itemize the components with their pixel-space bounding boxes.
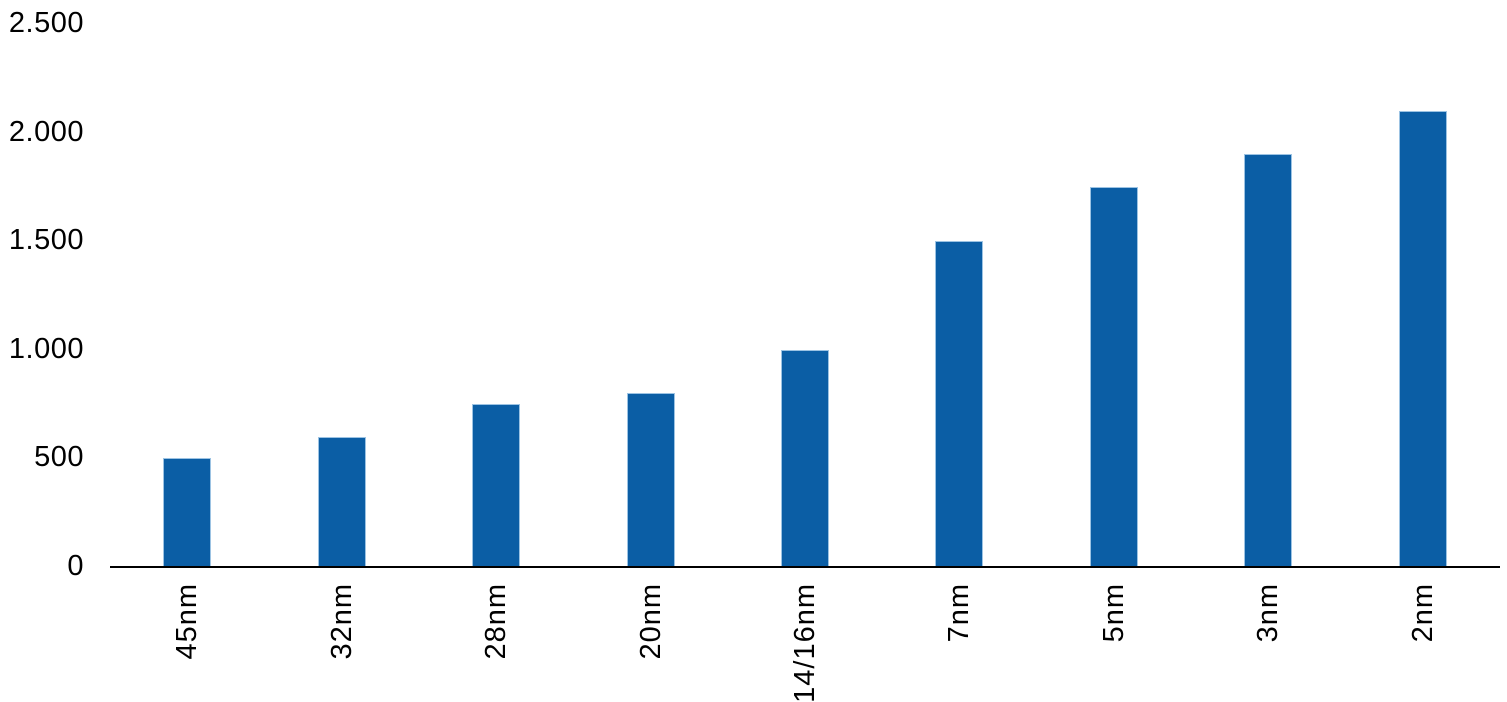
y-tick-label-2000: 2.000 <box>8 115 84 148</box>
bar-2nm <box>1399 111 1447 567</box>
bar-14-16nm <box>781 350 829 567</box>
x-category-label: 2nm <box>1407 583 1439 643</box>
bar-5nm <box>1090 187 1138 567</box>
bar-45nm <box>163 458 211 567</box>
y-tick-label-1500: 1.500 <box>8 224 84 257</box>
x-category-label: 3nm <box>1252 583 1284 643</box>
x-category-label: 28nm <box>480 583 512 660</box>
y-tick-label-500: 500 <box>34 441 84 474</box>
bar-32nm <box>318 437 366 567</box>
y-tick-label-0: 0 <box>67 550 84 582</box>
x-category-label: 7nm <box>943 583 975 643</box>
bar-7nm <box>935 241 983 567</box>
x-category-label: 20nm <box>635 583 667 660</box>
x-category-label: 14/16nm <box>789 583 821 702</box>
y-tick-label-2500: 2.500 <box>8 7 84 39</box>
x-axis-line <box>110 566 1500 568</box>
x-category-label: 45nm <box>171 583 203 660</box>
bar-28nm <box>472 404 520 567</box>
x-category-label: 32nm <box>326 583 358 660</box>
bar-20nm <box>627 393 675 567</box>
x-category-label: 5nm <box>1098 583 1130 643</box>
y-tick-label-1000: 1.000 <box>8 332 84 365</box>
bar-3nm <box>1244 154 1292 567</box>
